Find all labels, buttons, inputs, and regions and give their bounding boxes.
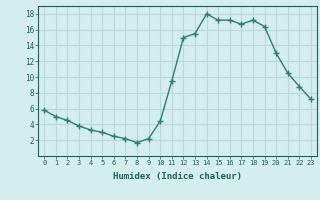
X-axis label: Humidex (Indice chaleur): Humidex (Indice chaleur) (113, 172, 242, 181)
